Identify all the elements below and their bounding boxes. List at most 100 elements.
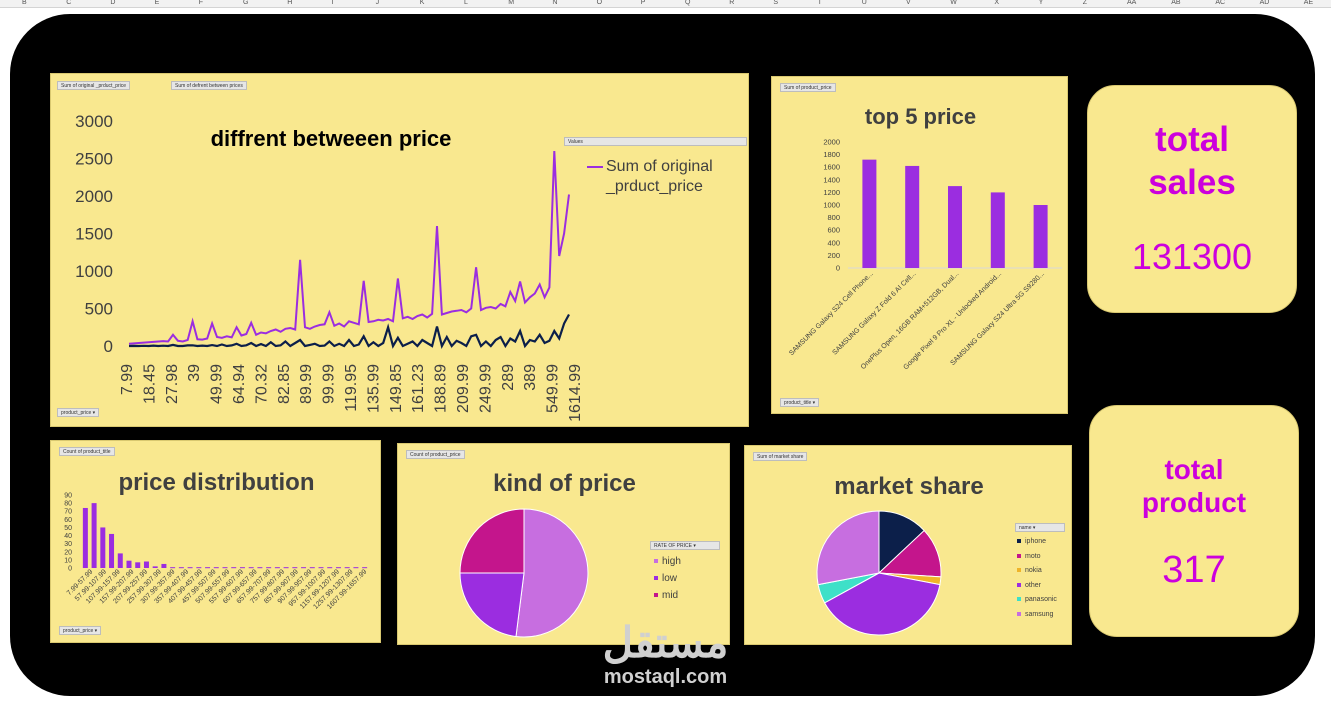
column-header-w[interactable]: W — [950, 0, 957, 6]
column-header-f[interactable]: F — [198, 0, 204, 6]
legend-swatch — [654, 576, 658, 581]
x-tick-label: 27.98 — [164, 364, 181, 404]
column-header-j[interactable]: J — [375, 0, 380, 6]
kpi-total-sales: total sales 131300 — [1087, 85, 1297, 313]
legend-item-moto[interactable]: moto — [1017, 553, 1041, 560]
x-tick-label: 49.99 — [209, 364, 226, 404]
kind-pie-svg — [459, 508, 589, 638]
x-tick-label: 135.99 — [365, 364, 382, 413]
column-header-ac[interactable]: AC — [1215, 0, 1226, 6]
bar — [327, 567, 333, 569]
legend-values-button[interactable]: Values — [564, 137, 747, 146]
kind-of-price-panel[interactable]: Count of product_price kind of price RAT… — [397, 443, 730, 645]
legend-item-iphone[interactable]: iphone — [1017, 538, 1046, 545]
column-header-s[interactable]: S — [773, 0, 779, 6]
bar — [91, 503, 97, 568]
line-chart-panel[interactable]: Sum of original _prduct_price Sum of def… — [50, 73, 749, 427]
legend-swatch — [1017, 568, 1021, 573]
legend-label: nokia — [1025, 567, 1042, 574]
legend-item-low[interactable]: low — [654, 573, 677, 584]
column-header-ab[interactable]: AB — [1171, 0, 1181, 6]
y-tick-label: 30 — [64, 541, 72, 548]
bar — [948, 186, 962, 268]
column-header-x[interactable]: X — [994, 0, 1000, 6]
y-tick-label: 1200 — [823, 188, 840, 197]
bar — [283, 567, 289, 569]
kpi-sales-value: 131300 — [1131, 236, 1253, 277]
column-header-p[interactable]: P — [640, 0, 646, 6]
column-header-e[interactable]: E — [154, 0, 160, 6]
column-header-r[interactable]: R — [729, 0, 735, 6]
column-header-k[interactable]: K — [419, 0, 425, 6]
series-line-price-difference — [128, 313, 570, 349]
column-header-b[interactable]: B — [22, 0, 27, 6]
y-tick-label: 2000 — [75, 187, 113, 206]
axis-button-product-title[interactable]: product_title — [780, 398, 820, 407]
column-header-m[interactable]: M — [508, 0, 515, 6]
bar — [100, 527, 106, 568]
column-header-y[interactable]: Y — [1038, 0, 1044, 6]
bar — [990, 192, 1005, 268]
y-tick-label: 0 — [104, 337, 113, 356]
column-header-u[interactable]: U — [861, 0, 867, 6]
bar — [1033, 205, 1048, 268]
watermark-latin: mostaql.com — [603, 666, 728, 688]
legend-swatch — [654, 559, 658, 564]
y-tick-label: 2000 — [823, 138, 840, 147]
column-header-t[interactable]: T — [817, 0, 822, 6]
market-share-panel[interactable]: Sum of market share market share name ip… — [744, 445, 1072, 645]
axis-button-dist-price[interactable]: product_price — [59, 626, 102, 635]
y-tick-label: 1600 — [823, 163, 840, 172]
x-tick-label: Google Pixel 9 Pro XL - Unlocked Android… — [902, 270, 1003, 371]
x-tick-label: 188.89 — [433, 364, 450, 413]
legend-item-nokia[interactable]: nokia — [1017, 567, 1042, 574]
share-title: market share — [834, 473, 984, 500]
x-tick-label: SAMSUNG Galaxy S24 Cell Phone... — [788, 270, 875, 357]
column-header-q[interactable]: Q — [685, 0, 691, 6]
x-tick-label: 70.32 — [253, 364, 270, 404]
field-button-count-title[interactable]: Count of product_title — [59, 447, 115, 456]
field-button-market-share[interactable]: Sum of market share — [753, 452, 808, 461]
column-header-g[interactable]: G — [243, 0, 249, 6]
y-tick-label: 200 — [827, 251, 840, 260]
column-header-d[interactable]: D — [110, 0, 116, 6]
field-button-count-price[interactable]: Count of product_price — [406, 450, 465, 459]
legend-item-high[interactable]: high — [654, 556, 681, 567]
x-tick-label: 89.99 — [298, 364, 315, 404]
column-header-i[interactable]: I — [331, 0, 334, 6]
column-header-z[interactable]: Z — [1082, 0, 1088, 6]
column-header-ae[interactable]: AE — [1303, 0, 1314, 6]
column-header-ad[interactable]: AD — [1259, 0, 1270, 6]
bar — [266, 567, 272, 569]
axis-button-product-price[interactable]: product_price — [57, 408, 100, 417]
legend-item-samsung[interactable]: samsung — [1017, 611, 1053, 618]
column-header-c[interactable]: C — [66, 0, 72, 6]
field-button-product-price-sum[interactable]: Sum of product_price — [780, 83, 836, 92]
x-tick-label: 1614.99 — [567, 364, 584, 422]
legend-item-mid[interactable]: mid — [654, 590, 678, 601]
field-button-original-price[interactable]: Sum of original _prduct_price — [57, 81, 131, 90]
field-button-diff-prices[interactable]: Sum of defrent between prices — [171, 81, 247, 90]
column-header-l[interactable]: L — [464, 0, 468, 6]
kpi-sales-label-2: sales — [1148, 163, 1236, 202]
bar — [117, 553, 123, 568]
distribution-panel[interactable]: Count of product_title price distributio… — [50, 440, 381, 643]
x-tick-label: 82.85 — [276, 364, 293, 404]
bar — [257, 567, 263, 569]
column-header-h[interactable]: H — [287, 0, 293, 6]
column-header-v[interactable]: V — [906, 0, 911, 6]
legend-name-button[interactable]: name — [1015, 523, 1065, 532]
column-header-o[interactable]: O — [596, 0, 603, 6]
x-tick-label: SAMSUNG Galaxy Z Fold 6 AI Cell... — [832, 270, 918, 356]
bar — [362, 567, 368, 569]
legend-item-other[interactable]: other — [1017, 582, 1041, 589]
x-tick-label: 39 — [186, 364, 203, 382]
top5-panel[interactable]: Sum of product_price top 5 price 0 200 400… — [771, 76, 1068, 414]
bar — [187, 567, 193, 569]
bar — [335, 567, 341, 569]
legend-rate-button[interactable]: RATE OF PRICE — [650, 541, 720, 550]
legend-label: mid — [662, 590, 679, 601]
column-header-aa[interactable]: AA — [1127, 0, 1137, 6]
legend-item-panasonic[interactable]: panasonic — [1017, 596, 1057, 603]
column-header-n[interactable]: N — [552, 0, 558, 6]
